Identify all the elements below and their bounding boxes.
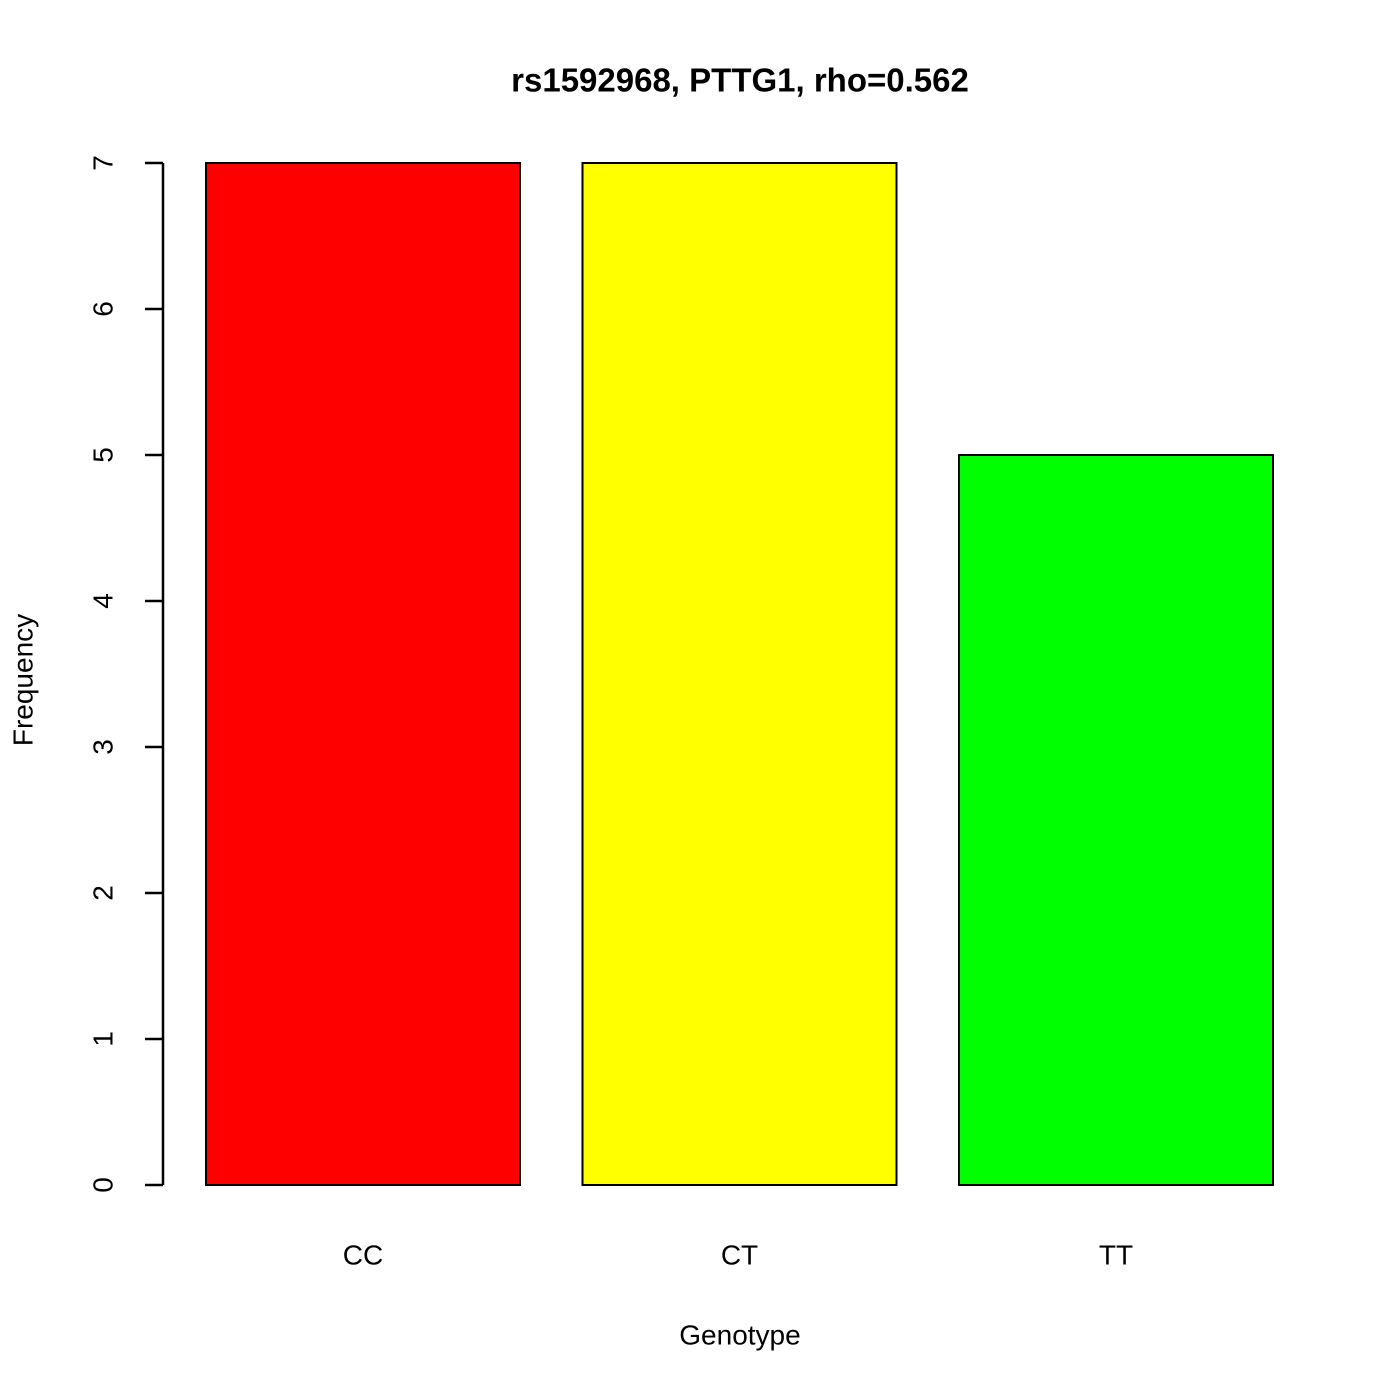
bar [581, 162, 898, 1186]
y-tick-label: 6 [87, 301, 118, 317]
y-axis-label: Frequency [7, 614, 38, 746]
y-tick-label: 3 [87, 739, 118, 755]
y-tick-label: 0 [87, 1177, 118, 1193]
bar [958, 454, 1274, 1186]
y-tick-label: 5 [87, 447, 118, 463]
y-tick-label: 7 [87, 155, 118, 171]
x-axis-label: Genotype [679, 1319, 800, 1350]
y-tick-label: 4 [87, 593, 118, 609]
bar [205, 162, 521, 1186]
x-tick-label: CC [343, 1239, 383, 1270]
x-tick-label: TT [1099, 1239, 1133, 1270]
y-tick-label: 2 [87, 885, 118, 901]
x-tick-label: CT [721, 1239, 758, 1270]
y-tick-label: 1 [87, 1031, 118, 1047]
chart-title: rs1592968, PTTG1, rho=0.562 [511, 62, 969, 99]
